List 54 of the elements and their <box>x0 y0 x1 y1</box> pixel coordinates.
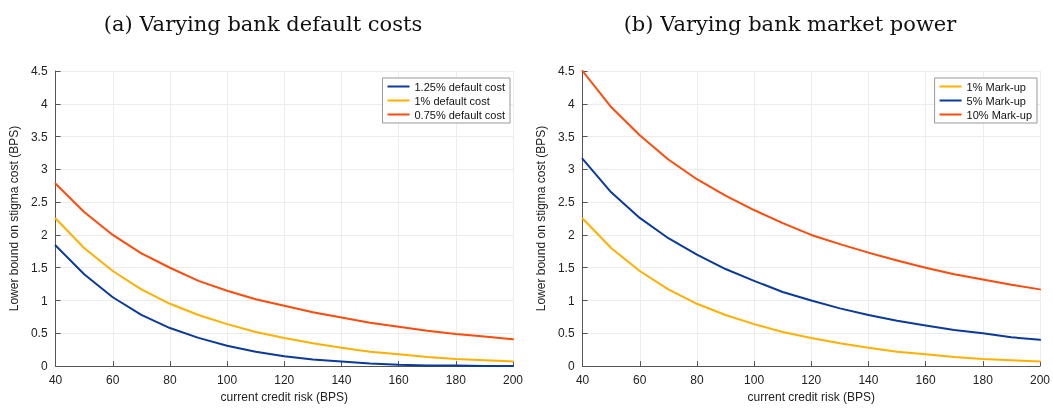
y-tick-label: 0 <box>40 359 48 374</box>
y-tick-label: 0.5 <box>557 326 575 341</box>
y-axis-title: Lower bound on stigma cost (BPS) <box>534 125 548 312</box>
y-tick-label: 0 <box>567 359 575 374</box>
legend-label: 10% Mark-up <box>966 108 1033 121</box>
x-tick-label: 120 <box>801 373 822 388</box>
y-tick-label: 3 <box>567 162 575 177</box>
y-tick-label: 1.5 <box>30 260 48 275</box>
y-tick-label: 3 <box>40 162 48 177</box>
y-tick-label: 2 <box>40 227 48 242</box>
x-tick-label: 200 <box>1029 373 1051 388</box>
x-tick-label: 60 <box>106 373 120 388</box>
x-tick-label: 160 <box>915 373 936 388</box>
x-tick-label: 180 <box>445 373 467 388</box>
x-tick-label: 140 <box>331 373 352 388</box>
x-tick-label: 100 <box>744 373 765 388</box>
legend-label: 1% Mark-up <box>966 80 1026 93</box>
x-tick-label: 200 <box>502 373 524 388</box>
x-tick-label: 40 <box>575 373 590 388</box>
line-series <box>581 157 1041 341</box>
chart-title: (a) Varying bank default costs <box>103 11 423 36</box>
legend-label: 1% default cost <box>414 94 490 107</box>
y-tick-label: 1.5 <box>557 260 575 275</box>
line-series <box>54 217 514 363</box>
y-tick-label: 4.5 <box>30 64 48 78</box>
x-tick-label: 100 <box>217 373 238 388</box>
x-tick-label: 80 <box>690 373 704 388</box>
y-tick-label: 4 <box>567 96 575 111</box>
y-tick-label: 2 <box>567 227 575 242</box>
line-series <box>581 217 1041 363</box>
x-axis-title: current credit risk (BPS) <box>747 390 875 404</box>
y-tick-label: 4 <box>40 96 48 111</box>
x-tick-label: 160 <box>388 373 409 388</box>
x-axis-title: current credit risk (BPS) <box>220 390 348 404</box>
x-tick-label: 80 <box>163 373 177 388</box>
y-tick-label: 1 <box>40 293 48 308</box>
x-tick-label: 60 <box>633 373 647 388</box>
y-tick-label: 4.5 <box>557 64 575 78</box>
y-tick-label: 2.5 <box>557 195 575 210</box>
line-series <box>54 182 514 341</box>
legend-label: 0.75% default cost <box>414 108 506 121</box>
y-tick-label: 1 <box>567 293 575 308</box>
x-tick-label: 40 <box>48 373 63 388</box>
x-tick-label: 180 <box>972 373 994 388</box>
chart-title: (b) Varying bank market power <box>623 11 958 36</box>
y-tick-label: 0.5 <box>30 326 48 341</box>
y-tick-label: 3.5 <box>557 129 575 144</box>
x-tick-label: 120 <box>274 373 295 388</box>
x-tick-label: 140 <box>858 373 879 388</box>
y-tick-label: 2.5 <box>30 195 48 210</box>
legend-label: 5% Mark-up <box>966 94 1026 107</box>
legend-label: 1.25% default cost <box>414 80 506 93</box>
y-axis-title: Lower bound on stigma cost (BPS) <box>7 125 21 312</box>
y-tick-label: 3.5 <box>30 129 48 144</box>
